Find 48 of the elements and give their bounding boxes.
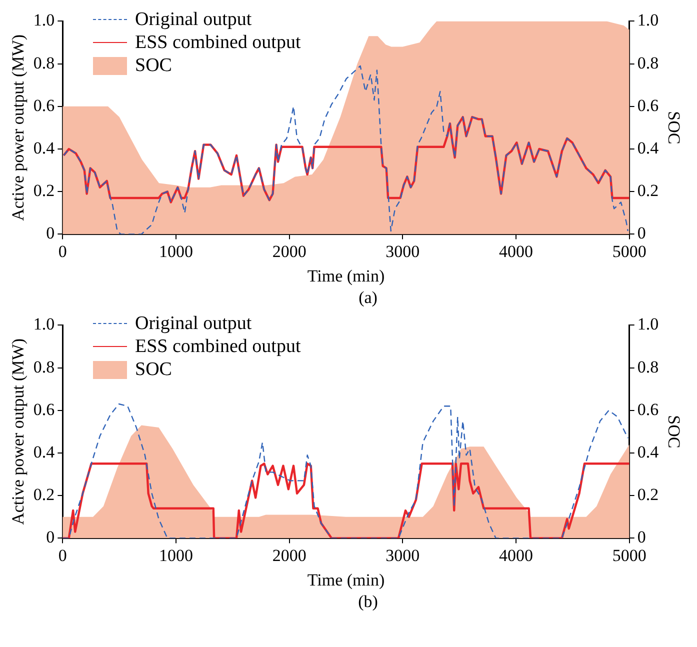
y2-tick-label: 0.6: [637, 96, 659, 115]
x-tick-label: 1000: [158, 242, 193, 261]
legend-label: SOC: [135, 358, 172, 381]
y2-tick-label: 1.0: [637, 314, 659, 334]
legend-label: ESS combined output: [135, 31, 301, 54]
x-tick-label: 4000: [499, 546, 534, 565]
x-tick-label: 3000: [386, 546, 420, 565]
legend-label: Original output: [135, 8, 252, 31]
y2-tick-label: 0.4: [637, 442, 660, 462]
x-tick-label: 5000: [612, 546, 646, 565]
y2-tick-label: 1.0: [637, 10, 659, 30]
text: (b): [357, 592, 379, 612]
x-tick-label: 3000: [386, 242, 420, 261]
legend-label: ESS combined output: [135, 335, 301, 358]
y-tick-label: 0.2: [33, 181, 55, 200]
x-axis-title: Time (min): [307, 570, 385, 590]
x-tick-label: 1000: [158, 546, 193, 565]
y-tick-label: 0.8: [33, 53, 55, 72]
legend-label: SOC: [135, 54, 172, 77]
y-axis-title: Active power output (MW): [8, 338, 28, 525]
y-tick-label: 1.0: [33, 10, 55, 30]
y2-tick-label: 0: [637, 528, 646, 547]
y-tick-label: 0.6: [33, 400, 55, 419]
y-tick-label: 0.4: [33, 138, 56, 158]
y2-tick-label: 0.8: [637, 357, 659, 376]
y-axis-title: Active power output (MW): [8, 34, 28, 221]
y-tick-label: 0.2: [33, 485, 55, 504]
y2-tick-label: 0.4: [637, 138, 660, 158]
y2-tick-label: 0.6: [637, 400, 659, 419]
x-axis-title: Time (min): [307, 266, 385, 286]
x-tick-label: 2000: [272, 546, 306, 565]
y-tick-label: 0: [46, 528, 55, 547]
x-tick-label: 2000: [272, 242, 306, 261]
x-tick-label: 5000: [612, 242, 646, 261]
text: (a): [358, 288, 378, 308]
y2-axis-title: SOC: [664, 415, 684, 448]
y-tick-label: 1.0: [33, 314, 55, 334]
legend-label: Original output: [135, 312, 252, 335]
y-tick-label: 0.6: [33, 96, 55, 115]
y2-tick-label: 0.8: [637, 53, 659, 72]
y2-tick-label: 0.2: [637, 485, 659, 504]
y2-axis-title: SOC: [664, 111, 684, 144]
y-tick-label: 0.8: [33, 357, 55, 376]
y2-tick-label: 0: [637, 224, 646, 243]
x-tick-label: 4000: [499, 242, 534, 261]
y-tick-label: 0: [46, 224, 55, 243]
y2-tick-label: 0.2: [637, 181, 659, 200]
y-tick-label: 0.4: [33, 442, 56, 462]
